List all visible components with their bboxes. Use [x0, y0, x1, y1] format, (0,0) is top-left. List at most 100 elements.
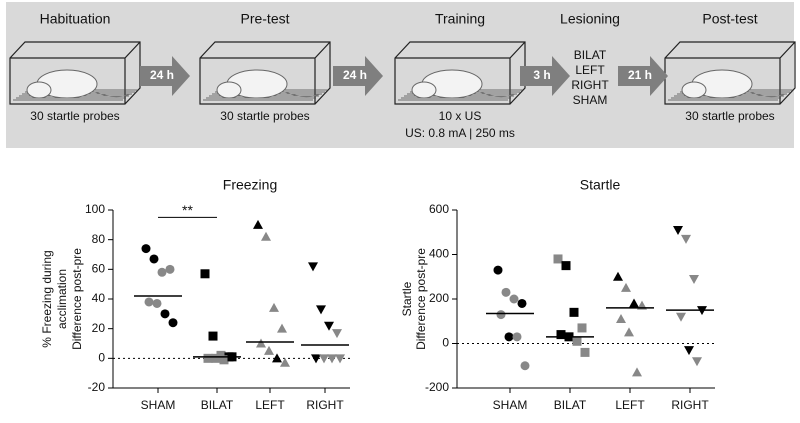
cage: [9, 41, 141, 105]
point: [261, 231, 271, 241]
y-tick-label: 40: [92, 291, 106, 305]
point: [332, 329, 342, 339]
point: [509, 294, 519, 304]
arrow-label: 21 h: [628, 68, 652, 82]
arrow: [140, 56, 190, 96]
stage-caption: 30 startle probes: [685, 109, 774, 123]
stage-caption: 30 startle probes: [30, 109, 119, 123]
point: [316, 305, 326, 315]
point: [308, 262, 318, 272]
x-tick-label: SHAM: [493, 398, 528, 412]
stage-title: Pre-test: [240, 11, 289, 27]
point: [327, 354, 337, 364]
point: [621, 282, 631, 292]
point: [324, 321, 334, 331]
point: [496, 310, 506, 320]
point: [504, 332, 514, 342]
chart-title: Freezing: [223, 177, 277, 193]
arrow: [618, 56, 668, 96]
y-tick-label: -20: [88, 380, 106, 394]
x-tick-label: RIGHT: [671, 398, 709, 412]
point: [168, 318, 178, 328]
point: [160, 309, 170, 319]
stage-title: Habituation: [40, 11, 111, 27]
stage-title: Training: [435, 11, 485, 27]
point: [692, 357, 702, 367]
point: [264, 345, 274, 355]
point: [144, 297, 154, 307]
y-tick-label: 100: [85, 202, 105, 216]
x-tick-label: BILAT: [201, 398, 234, 412]
rat-tail: [94, 91, 131, 98]
point: [152, 298, 162, 308]
point: [149, 254, 159, 264]
point: [311, 354, 321, 364]
cage: [199, 41, 331, 105]
rat-head: [216, 81, 242, 99]
point: [613, 271, 623, 281]
chart-title: Startle: [580, 177, 621, 193]
point: [272, 353, 282, 363]
point: [319, 354, 329, 364]
point: [580, 347, 590, 357]
point: [517, 298, 527, 308]
point: [219, 355, 229, 365]
x-tick-label: LEFT: [615, 398, 645, 412]
arrow: [333, 56, 383, 96]
point: [684, 346, 694, 356]
y-axis-label: Difference post-pre: [414, 248, 428, 350]
arrow: [520, 56, 570, 96]
point: [569, 307, 579, 317]
point: [253, 219, 263, 229]
y-axis-label: Startle: [400, 281, 414, 316]
y-axis-label: acclimation: [55, 269, 69, 329]
point: [277, 323, 287, 333]
rat-head: [681, 81, 707, 99]
point: [577, 323, 587, 333]
arrow-label: 24 h: [150, 68, 174, 82]
x-tick-label: LEFT: [255, 398, 285, 412]
rat-head: [26, 81, 52, 99]
cage: [394, 41, 526, 105]
point: [280, 357, 290, 367]
x-tick-label: BILAT: [554, 398, 587, 412]
y-axis-label: Difference post-pre: [70, 248, 84, 350]
lesion-group: RIGHT: [571, 78, 609, 92]
rat-tail: [749, 91, 786, 98]
y-tick-label: 400: [429, 247, 449, 261]
lesion-group: LEFT: [575, 63, 605, 77]
point: [157, 267, 167, 277]
point: [493, 265, 503, 275]
point: [632, 367, 642, 377]
point: [676, 312, 686, 322]
stage-caption: 10 x US: [439, 109, 482, 123]
y-tick-label: 0: [98, 351, 105, 365]
y-tick-label: 600: [429, 202, 449, 216]
lesion-group: BILAT: [574, 48, 607, 62]
cage: [664, 41, 796, 105]
stage-caption: 30 startle probes: [220, 109, 309, 123]
point: [561, 261, 571, 271]
significance-label: **: [182, 202, 193, 218]
point: [208, 331, 218, 341]
y-tick-label: 200: [429, 291, 449, 305]
y-tick-label: 20: [92, 321, 106, 335]
point: [556, 330, 566, 340]
lesion-group: SHAM: [573, 93, 608, 107]
arrow-label: 24 h: [343, 68, 367, 82]
point: [165, 264, 175, 274]
y-tick-label: 0: [442, 336, 449, 350]
point: [681, 234, 691, 244]
point: [501, 287, 511, 297]
point: [141, 244, 151, 254]
point: [629, 298, 639, 308]
point: [211, 353, 221, 363]
arrow-label: 3 h: [533, 68, 550, 82]
point: [269, 302, 279, 312]
rat-tail: [479, 91, 516, 98]
point: [200, 269, 210, 279]
y-tick-label: 60: [92, 262, 106, 276]
rat-tail: [284, 91, 321, 98]
y-tick-label: 80: [92, 232, 106, 246]
